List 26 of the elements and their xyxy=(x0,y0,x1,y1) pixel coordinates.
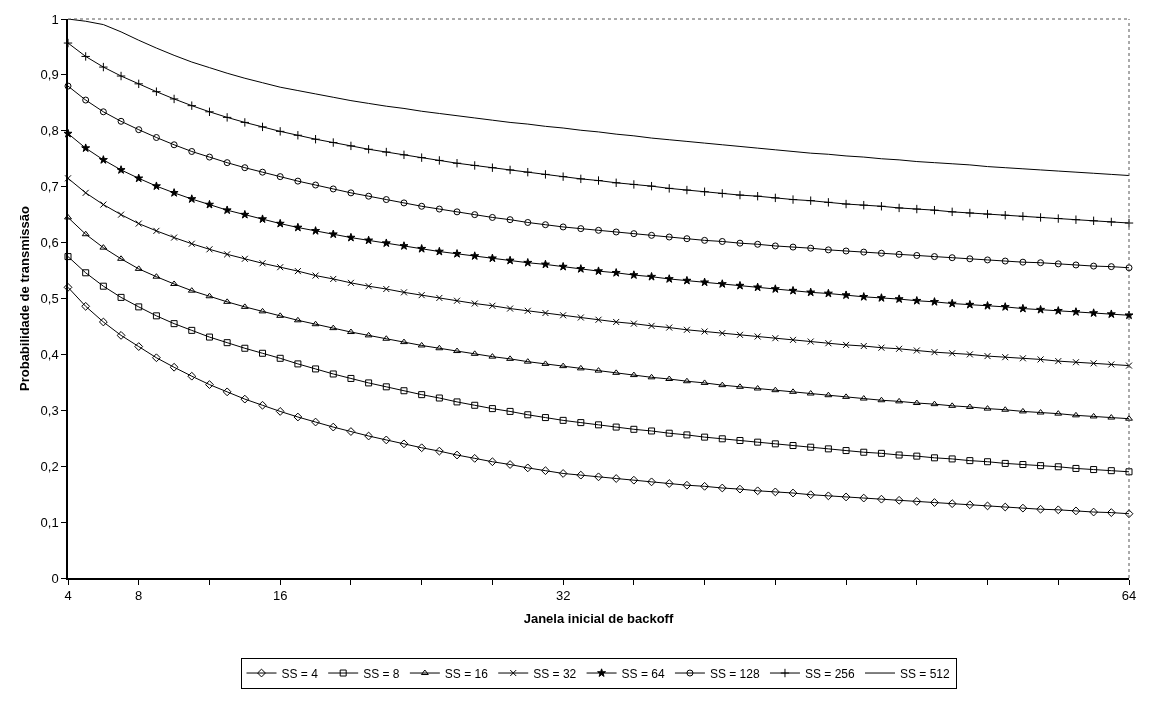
y-tick-label: 0,4 xyxy=(40,346,59,362)
y-tick-label: 0,3 xyxy=(40,402,59,418)
y-tick-label: 0,9 xyxy=(40,67,59,83)
legend-label: SS = 64 xyxy=(621,666,665,681)
y-axis-title: Probabilidade de transmissão xyxy=(17,205,33,391)
legend-label: SS = 512 xyxy=(900,666,951,681)
x-tick-label: 32 xyxy=(555,588,571,604)
y-tick-label: 0,8 xyxy=(40,123,59,139)
x-tick-label: 4 xyxy=(64,588,72,604)
x-tick-label: 16 xyxy=(272,588,288,604)
y-tick-label: 0,6 xyxy=(40,235,59,251)
y-tick-label: 1 xyxy=(51,11,59,27)
y-tick-label: 0,5 xyxy=(40,291,59,307)
x-tick-label: 8 xyxy=(135,588,143,604)
legend-label: SS = 4 xyxy=(281,666,319,681)
legend-label: SS = 32 xyxy=(533,666,577,681)
legend-label: SS = 256 xyxy=(804,666,855,681)
x-tick-label: 64 xyxy=(1121,588,1137,604)
legend-label: SS = 128 xyxy=(709,666,760,681)
y-tick-label: 0 xyxy=(51,570,59,586)
y-tick-label: 0,2 xyxy=(40,458,59,474)
y-tick-label: 0,1 xyxy=(40,514,59,530)
legend-label: SS = 8 xyxy=(363,666,400,681)
legend-label: SS = 16 xyxy=(444,666,489,681)
y-tick-label: 0,7 xyxy=(40,179,59,195)
x-axis-title: Janela inicial de backoff xyxy=(523,611,674,627)
